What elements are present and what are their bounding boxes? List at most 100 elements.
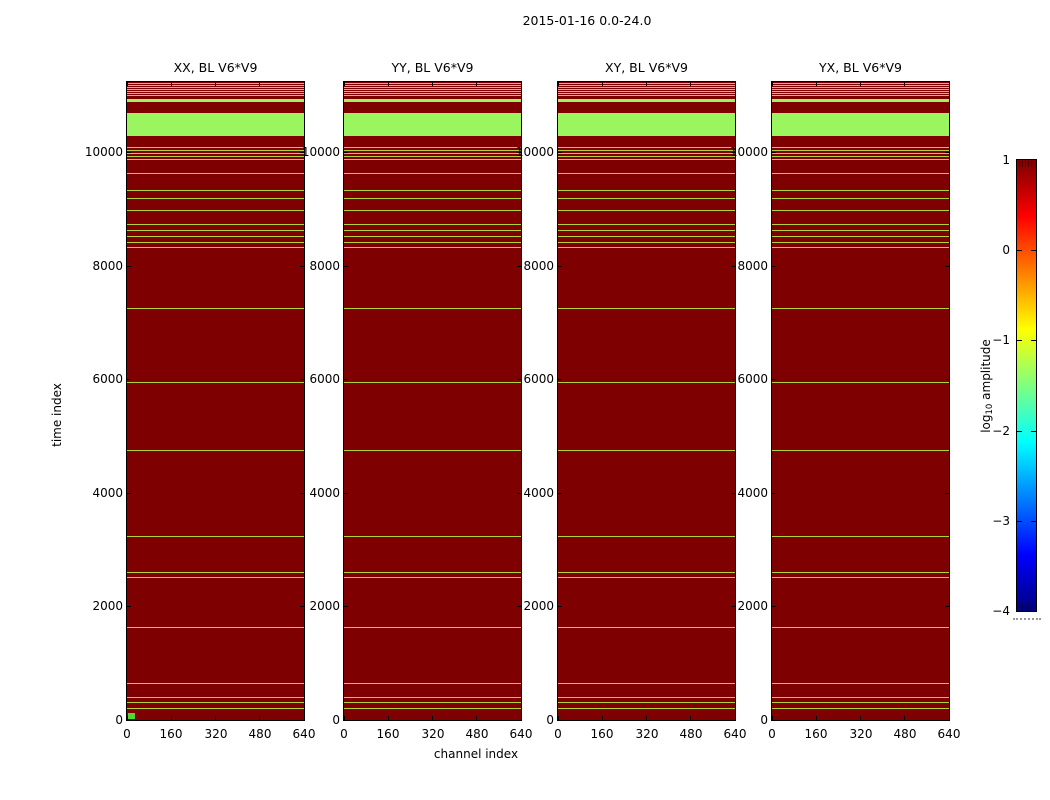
data-stripe: [127, 696, 304, 698]
data-stripe: [558, 158, 735, 160]
data-stripe: [344, 449, 521, 451]
data-stripe: [772, 197, 949, 199]
data-stripe: [558, 577, 735, 578]
y-tick-mark: [945, 265, 949, 267]
colorbar-tick-mark: [1017, 250, 1022, 252]
data-stripe: [558, 235, 735, 237]
data-stripe: [344, 235, 521, 237]
y-tick-mark: [517, 265, 521, 267]
data-stripe: [772, 89, 949, 91]
data-stripe: [127, 626, 304, 628]
x-tick-mark: [646, 716, 647, 720]
x-tick-mark: [860, 82, 861, 86]
data-stripe: [772, 572, 949, 573]
y-tick-mark: [945, 379, 949, 381]
x-tick-mark: [170, 82, 172, 86]
x-tick-label: 160: [804, 727, 828, 741]
colorbar: [1016, 159, 1037, 612]
x-tick-label: 320: [849, 727, 873, 741]
data-stripe: [558, 307, 735, 309]
data-stripe: [127, 707, 304, 709]
data-stripe: [558, 149, 735, 151]
colorbar-label-subscript: 10: [985, 403, 995, 415]
data-stripe: [127, 381, 304, 383]
y-tick-mark: [127, 492, 131, 494]
data-stripe: [772, 113, 949, 137]
data-stripe: [127, 307, 304, 309]
y-tick-mark: [127, 720, 131, 721]
y-tick-mark: [127, 379, 131, 381]
x-axis-label: channel index: [433, 747, 519, 761]
y-tick-label: 0: [332, 713, 340, 727]
x-tick-label: 320: [204, 727, 228, 741]
y-tick-label: 10000: [84, 145, 123, 159]
y-tick-label: 0: [546, 713, 554, 727]
y-tick-label: 4000: [523, 486, 554, 500]
x-tick-label: 160: [159, 727, 183, 741]
x-tick-mark: [948, 82, 949, 86]
data-stripe: [344, 155, 521, 157]
data-stripe: [558, 87, 735, 89]
y-tick-mark: [300, 379, 304, 381]
y-tick-mark: [945, 492, 949, 494]
y-tick-mark: [344, 152, 348, 153]
colorbar-end-hatch: [1019, 604, 1034, 610]
data-stripe: [127, 209, 304, 211]
data-stripe: [772, 246, 949, 248]
data-stripe: [772, 696, 949, 698]
data-stripe: [772, 189, 949, 191]
x-tick-mark: [815, 716, 817, 720]
y-tick-mark: [772, 379, 776, 381]
y-tick-mark: [772, 152, 776, 153]
y-tick-mark: [127, 152, 131, 153]
x-tick-label: 480: [679, 727, 703, 741]
data-stripe: [127, 701, 304, 703]
data-stripe: [127, 449, 304, 451]
colorbar-label-prefix: log: [979, 414, 993, 433]
y-tick-mark: [344, 720, 348, 721]
data-stripe: [127, 197, 304, 199]
x-tick-label: 480: [248, 727, 272, 741]
panel-title: YX, BL V6*V9: [819, 60, 902, 75]
data-stripe: [772, 626, 949, 628]
data-stripe: [772, 682, 949, 684]
data-stripe: [344, 229, 521, 231]
y-tick-mark: [558, 265, 562, 267]
x-tick-mark: [476, 82, 478, 86]
data-stripe: [127, 246, 304, 248]
data-stripe: [344, 246, 521, 248]
data-stripe: [558, 89, 735, 91]
x-tick-mark: [772, 82, 773, 86]
data-stripe: [772, 146, 949, 148]
x-tick-mark: [520, 82, 521, 86]
data-stripe: [772, 241, 949, 243]
data-stripe: [127, 89, 304, 91]
data-stripe: [127, 152, 304, 154]
x-tick-label: 160: [376, 727, 400, 741]
y-tick-mark: [558, 152, 562, 153]
data-stripe: [344, 189, 521, 191]
y-tick-mark: [731, 492, 735, 494]
data-stripe: [772, 381, 949, 383]
y-tick-label: 6000: [309, 372, 340, 386]
x-tick-mark: [690, 716, 692, 720]
x-tick-mark: [127, 716, 128, 720]
x-tick-mark: [387, 716, 389, 720]
x-tick-mark: [215, 716, 216, 720]
data-stripe: [772, 155, 949, 157]
data-stripe: [344, 91, 521, 93]
y-tick-mark: [127, 265, 131, 267]
data-stripe: [344, 158, 521, 160]
x-tick-mark: [646, 82, 647, 86]
data-stripe: [772, 149, 949, 151]
data-stripe: [558, 152, 735, 154]
data-stripe: [127, 535, 304, 537]
x-tick-label: 0: [554, 727, 562, 741]
x-tick-mark: [904, 716, 906, 720]
colorbar-end-hatch: [1019, 161, 1034, 167]
data-stripe: [558, 449, 735, 451]
data-stripe: [127, 158, 304, 160]
data-stripe: [558, 172, 735, 174]
y-tick-mark: [300, 152, 304, 153]
